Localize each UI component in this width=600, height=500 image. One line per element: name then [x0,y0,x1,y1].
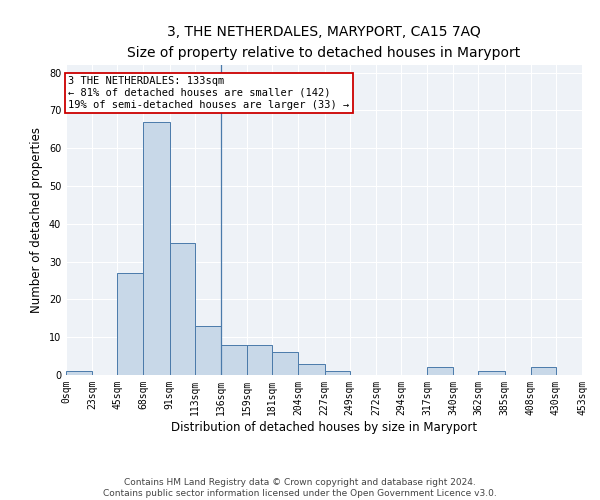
Bar [143,122,170,375]
Bar [325,371,350,375]
Bar [478,371,505,375]
Title: 3, THE NETHERDALES, MARYPORT, CA15 7AQ
Size of property relative to detached hou: 3, THE NETHERDALES, MARYPORT, CA15 7AQ S… [127,25,521,59]
Bar [272,352,298,375]
Bar [195,326,221,375]
X-axis label: Distribution of detached houses by size in Maryport: Distribution of detached houses by size … [171,420,477,434]
Text: Contains HM Land Registry data © Crown copyright and database right 2024.
Contai: Contains HM Land Registry data © Crown c… [103,478,497,498]
Bar [170,242,195,375]
Bar [117,273,143,375]
Bar [221,345,247,375]
Bar [427,368,453,375]
Y-axis label: Number of detached properties: Number of detached properties [30,127,43,313]
Bar [66,371,92,375]
Text: 3 THE NETHERDALES: 133sqm
← 81% of detached houses are smaller (142)
19% of semi: 3 THE NETHERDALES: 133sqm ← 81% of detac… [68,76,350,110]
Bar [247,345,272,375]
Bar [298,364,325,375]
Bar [531,368,556,375]
